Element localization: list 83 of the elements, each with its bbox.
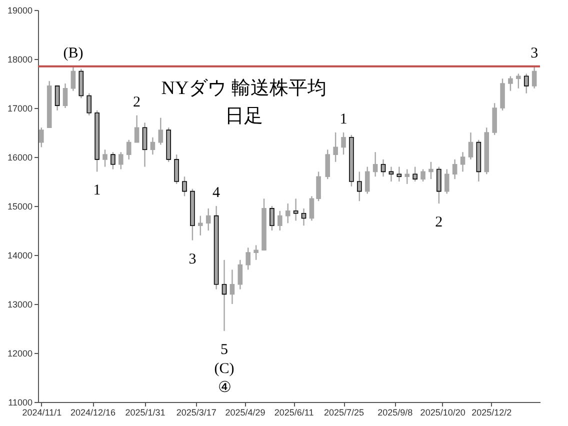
candlestick [246, 247, 251, 270]
candlestick [102, 149, 108, 168]
candlestick [524, 73, 529, 94]
annotation: 2 [133, 94, 141, 110]
candlestick [309, 196, 314, 222]
candlestick [238, 259, 243, 290]
candlestick [468, 132, 474, 160]
annotation: 1 [93, 182, 101, 199]
candlestick [357, 171, 362, 202]
candlestick [380, 158, 386, 178]
x-tick-label: 2025/10/20 [420, 408, 466, 418]
candlestick [428, 161, 434, 180]
candlestick [293, 198, 298, 222]
annotation: 3 [530, 45, 538, 62]
x-tick-label: 2025/3/17 [176, 408, 216, 418]
candlestick [206, 208, 211, 232]
y-tick-label: 13000 [7, 300, 32, 310]
text: NYダウ 輸送株平均 [161, 78, 326, 99]
candlestick [182, 176, 187, 197]
candlestick [508, 76, 513, 92]
annotation: ④ [218, 380, 231, 396]
candlestick [86, 92, 92, 116]
y-tick-label: 17000 [7, 104, 32, 114]
x-tick-label: 2024/12/16 [70, 408, 116, 418]
annotation: (C) [214, 360, 234, 377]
x-tick-label: 2025/4/29 [225, 408, 266, 418]
candlestick [316, 171, 321, 202]
x-tick-label: 2025/1/31 [125, 408, 166, 418]
candlestick [198, 215, 203, 236]
candlestick [285, 202, 290, 224]
candlestick [396, 166, 402, 182]
annotation: 4 [212, 185, 221, 201]
candlestick [110, 152, 116, 170]
y-tick-label: 12000 [7, 348, 32, 358]
candlestick [142, 122, 148, 168]
candlestick [404, 168, 410, 185]
candlestick [174, 154, 179, 185]
candlestick [222, 259, 227, 332]
candlestick [436, 166, 442, 204]
annotation: 2 [435, 214, 443, 231]
candlestick [444, 168, 450, 194]
candlestick [54, 85, 60, 112]
candlestick [39, 127, 44, 148]
candlestick [388, 166, 394, 182]
candlestick [118, 152, 124, 170]
x-tick-label: 2025/7/25 [324, 408, 364, 418]
candlestick [230, 269, 235, 305]
candlestick [516, 73, 521, 89]
candlestick [333, 132, 338, 162]
annotation: (B) [63, 45, 84, 62]
y-tick-label: 14000 [7, 250, 32, 260]
y-tick-label: 15000 [7, 202, 32, 212]
candlestick [62, 82, 68, 109]
y-tick-label: 18000 [7, 54, 32, 64]
candlestick [254, 244, 258, 260]
candlestick [70, 66, 76, 92]
candlestick [364, 166, 370, 194]
candlestick [460, 152, 466, 172]
x-tick-label: 2025/12/2 [472, 408, 512, 418]
x-tick-label: 2024/11/1 [22, 408, 62, 418]
candlestick [325, 149, 330, 180]
candlestick [341, 132, 346, 156]
text: 日足 [224, 106, 263, 127]
candlestick [134, 114, 140, 143]
candlestick [372, 152, 378, 178]
annotation: 5 [220, 342, 228, 358]
candlestick [126, 139, 132, 160]
candlestick [452, 158, 458, 180]
candlestick [158, 117, 164, 146]
annotation: 3 [188, 251, 196, 268]
y-tick-label: 11000 [8, 398, 32, 408]
candlestick [278, 210, 282, 232]
x-tick-label: 2025/9/8 [378, 408, 413, 418]
x-tick-label: 2025/6/11 [274, 408, 314, 418]
y-tick-label: 16000 [7, 152, 32, 162]
candlestick [532, 66, 537, 89]
candlestick [412, 166, 418, 182]
candlestick [150, 136, 156, 156]
candlestick [301, 208, 306, 226]
annotation: 1 [340, 112, 348, 128]
candlestick [420, 168, 426, 182]
candlestick [270, 205, 274, 232]
y-tick-label: 19000 [7, 6, 32, 16]
